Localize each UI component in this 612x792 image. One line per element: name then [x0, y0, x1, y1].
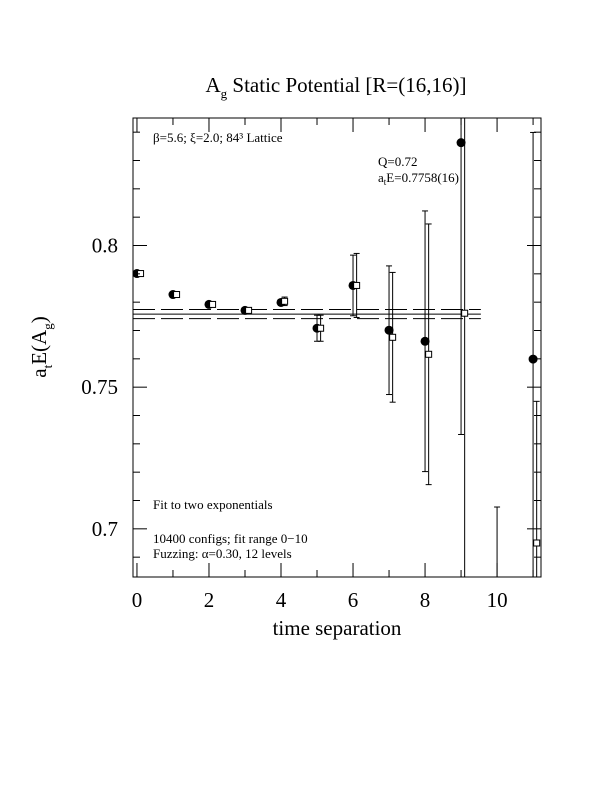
x-axis-label: time separation	[273, 616, 402, 640]
y-axis-label: atE(Ag)	[27, 316, 55, 377]
point	[528, 354, 538, 364]
x-tick-label: 10	[487, 588, 508, 612]
annotation: Q=0.72	[378, 154, 417, 169]
chart-title: Ag Static Potential [R=(16,16)]	[206, 73, 467, 101]
x-tick-label: 0	[132, 588, 143, 612]
plot-frame	[132, 117, 542, 578]
annotation: β=5.6; ξ=2.0; 84³ Lattice	[153, 130, 283, 145]
point	[173, 291, 181, 299]
point	[420, 336, 430, 346]
point	[493, 638, 502, 647]
point	[353, 281, 361, 289]
annotation: Fit to two exponentials	[153, 497, 273, 512]
annotation: 10400 configs; fit range 0−10	[153, 531, 308, 546]
point	[533, 539, 541, 547]
x-tick-label: 4	[276, 588, 287, 612]
point	[456, 138, 466, 148]
point	[461, 309, 469, 317]
annotation: Fuzzing: α=0.30, 12 levels	[153, 546, 292, 561]
point	[281, 297, 289, 305]
x-tick-label: 2	[204, 588, 215, 612]
annotation: atE=0.7758(16)	[378, 170, 459, 187]
point	[425, 350, 433, 358]
x-tick-label: 6	[348, 588, 359, 612]
point	[317, 324, 325, 332]
y-tick-label: 0.8	[92, 234, 118, 258]
point	[209, 300, 217, 308]
point	[245, 306, 253, 314]
plot-area	[133, 118, 541, 647]
y-tick-label: 0.75	[81, 375, 118, 399]
point	[389, 333, 397, 341]
y-tick-label: 0.7	[92, 517, 118, 541]
x-tick-label: 8	[420, 588, 431, 612]
point	[384, 325, 394, 335]
